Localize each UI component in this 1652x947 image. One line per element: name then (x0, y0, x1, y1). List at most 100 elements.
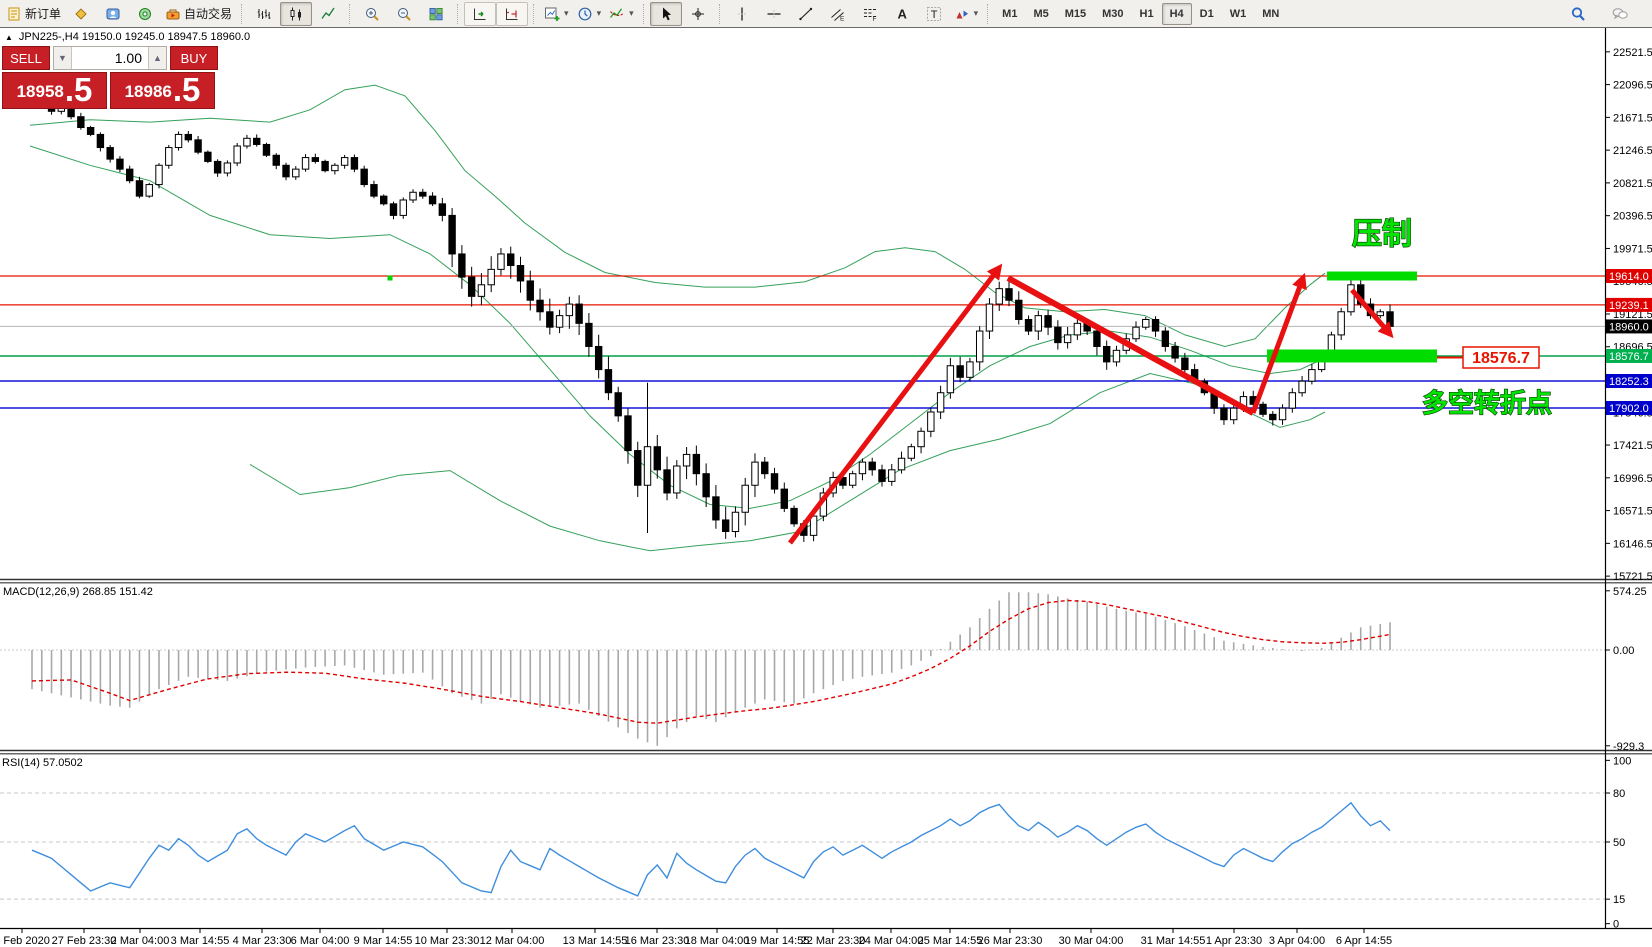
timeframe-m1-button[interactable]: M1 (1002, 7, 1018, 20)
chart-symbol-bar: ▲ JPN225-,H4 19150.0 19245.0 18947.5 189… (5, 31, 250, 43)
candle-body (780, 488, 788, 509)
price-tick-label: 22521.5 (1613, 47, 1652, 59)
price-badge (1606, 373, 1652, 388)
indicators-button[interactable]: ▾ (605, 2, 638, 26)
chevron-down-icon: ▾ (973, 8, 979, 18)
timeframe-m30-button[interactable]: M30 (1102, 7, 1124, 20)
tile-windows-button[interactable] (420, 2, 452, 26)
fibonacci-button[interactable]: F (854, 2, 886, 26)
price-tick-label: 17421.5 (1613, 440, 1652, 452)
macd-panel (0, 592, 1605, 746)
rsi-axis-label: 80 (1613, 788, 1625, 800)
volume-increase-button[interactable]: ▲ (148, 47, 166, 69)
candle-body (809, 515, 818, 536)
horizontal-line-button[interactable] (758, 2, 790, 26)
time-tick-label: 18 Mar 04:00 (685, 935, 750, 947)
cursor-button[interactable] (649, 1, 682, 26)
bar-chart-button[interactable] (248, 2, 280, 26)
zoomout-icon (398, 7, 411, 21)
candle-body (692, 453, 701, 475)
candle-body (653, 446, 661, 471)
candle-body (751, 461, 759, 486)
candle-body (165, 147, 173, 166)
buy-price-fraction: .5 (172, 71, 201, 108)
navigator-icon (139, 7, 152, 20)
chevron-down-icon: ▾ (564, 8, 569, 18)
chart-shift-button[interactable] (496, 1, 529, 26)
price-tick-label: 21246.5 (1613, 145, 1652, 157)
price-flag-label[interactable]: 18576.7 (1437, 346, 1540, 369)
sell-button[interactable]: SELL (2, 46, 50, 70)
price-badge-label: 17902.0 (1609, 403, 1649, 415)
text-label-button[interactable]: T (918, 2, 950, 26)
text-button[interactable]: A (886, 2, 918, 26)
new-order-button-label: 新订单 (25, 7, 62, 21)
candle-body (985, 303, 994, 332)
candle-body (761, 461, 769, 475)
zoom-in-button[interactable] (356, 2, 388, 26)
data-window-button[interactable] (97, 2, 129, 26)
timeframe-m5-button[interactable]: M5 (1033, 7, 1049, 20)
candle-body (927, 411, 935, 432)
new-order-button[interactable]: 新订单 (2, 2, 65, 26)
rsi-axis-label: 0 (1613, 919, 1619, 931)
rsi-axis-label: 100 (1613, 755, 1631, 767)
arrows-shapes-button[interactable]: ▾ (950, 2, 983, 26)
line-chart-button[interactable] (312, 2, 344, 26)
time-tick-label: 24 Mar 04:00 (859, 935, 924, 947)
macd-indicator-label: MACD(12,26,9) 268.85 151.42 (3, 586, 153, 598)
volume-value[interactable]: 1.00 (114, 50, 142, 66)
timeframe-m15-button[interactable]: M15 (1064, 7, 1087, 20)
auto-scroll-button[interactable] (464, 1, 497, 26)
equidistant-channel-button[interactable]: E (822, 2, 854, 26)
timeframe-mn-button[interactable]: MN (1262, 7, 1280, 20)
chat-button[interactable] (1604, 2, 1636, 26)
candlestick-chart-button[interactable] (280, 1, 313, 26)
buy-price-box[interactable]: 18986 .5 (110, 72, 215, 109)
candle-body (712, 496, 720, 521)
annotation-zones[interactable] (387, 271, 1438, 363)
candle-body (1376, 311, 1384, 317)
timeframe-w1-button[interactable]: W1 (1229, 7, 1247, 20)
chart-collapse-arrow-icon[interactable]: ▲ (5, 32, 13, 42)
buy-button[interactable]: BUY (170, 46, 218, 70)
candle-body (292, 168, 300, 178)
time-tick-label: 9 Mar 14:55 (354, 935, 413, 947)
vertical-line-button[interactable] (726, 2, 758, 26)
candle-body (360, 168, 368, 186)
vline-icon (737, 7, 746, 20)
price-tick-label: 20821.5 (1613, 178, 1652, 190)
panel-separators[interactable] (0, 28, 1652, 930)
search-button[interactable] (1562, 2, 1594, 26)
rsi-panel (0, 792, 1605, 900)
trend-arrows[interactable] (788, 263, 1394, 545)
crosshair-button[interactable] (682, 2, 714, 26)
candle-body (1015, 299, 1023, 320)
navigator-button[interactable] (129, 2, 161, 26)
indicators-icon (610, 7, 624, 18)
market-watch-button[interactable] (65, 2, 97, 26)
candle-body (731, 511, 740, 533)
zoom-out-button[interactable] (388, 2, 420, 26)
price-badge (1606, 297, 1652, 312)
new-chart-button[interactable]: ▾ (540, 2, 573, 26)
sell-price-box[interactable]: 18958 .5 (2, 72, 107, 109)
timeframe-h1-button[interactable]: H1 (1139, 7, 1154, 20)
candle-body (370, 184, 378, 197)
volume-decrease-button[interactable]: ▼ (54, 47, 72, 69)
autotrading-button[interactable]: 自动交易 (161, 2, 236, 26)
timeframe-d1-button[interactable]: D1 (1199, 7, 1214, 20)
time-tick-label: 3 Apr 04:00 (1269, 935, 1325, 947)
candle-body (1005, 288, 1013, 301)
timeframe-h4-button[interactable]: H4 (1161, 2, 1192, 25)
trendline-button[interactable] (790, 2, 822, 26)
profiles-button[interactable]: ▾ (573, 2, 606, 26)
channel-icon: E (830, 8, 845, 22)
candle-body (1142, 318, 1150, 328)
candle-body (243, 137, 251, 147)
crosshair-icon (691, 7, 704, 20)
trend-arrow (1350, 288, 1394, 339)
time-tick-label: 27 Feb 23:30 (52, 935, 117, 947)
